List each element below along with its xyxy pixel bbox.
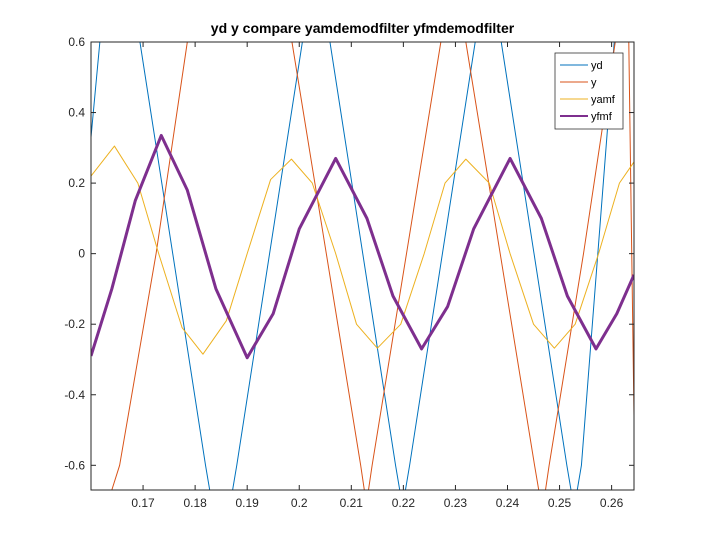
x-tick-label: 0.25	[548, 496, 572, 510]
legend-entry-yfmf: yfmf	[591, 111, 613, 123]
x-tick-label: 0.19	[236, 496, 260, 510]
y-tick-label: 0.6	[68, 35, 85, 49]
legend-entry-y: y	[591, 77, 597, 89]
x-tick-label: 0.17	[131, 496, 155, 510]
x-tick-label: 0.24	[496, 496, 520, 510]
y-tick-label: -0.6	[64, 458, 85, 472]
x-tick-label: 0.23	[444, 496, 468, 510]
x-tick-label: 0.18	[183, 496, 207, 510]
x-tick-label: 0.22	[392, 496, 416, 510]
plot-area	[91, 42, 634, 490]
legend: yd y yamf yfmf	[554, 52, 624, 130]
series-line-yd	[91, 42, 615, 490]
legend-entry-yd: yd	[591, 60, 603, 72]
legend-entry-yamf: yamf	[591, 94, 616, 106]
series-line-y	[111, 42, 634, 490]
y-tick-label: 0	[78, 247, 85, 261]
y-tick-label: -0.4	[64, 388, 85, 402]
y-tick-label: 0.4	[68, 106, 85, 120]
x-tick-label: 0.21	[340, 496, 364, 510]
series-line-yamf	[91, 145, 634, 355]
chart-title: yd y compare yamdemodfilter yfmdemodfilt…	[211, 20, 515, 36]
series-line-yfmf	[91, 133, 634, 360]
axes-box	[90, 41, 635, 491]
x-tick-label: 0.2	[291, 496, 308, 510]
x-tick-label: 0.26	[600, 496, 624, 510]
y-tick-label: -0.2	[64, 317, 85, 331]
y-tick-label: 0.2	[68, 176, 85, 190]
legend-box	[554, 52, 624, 130]
